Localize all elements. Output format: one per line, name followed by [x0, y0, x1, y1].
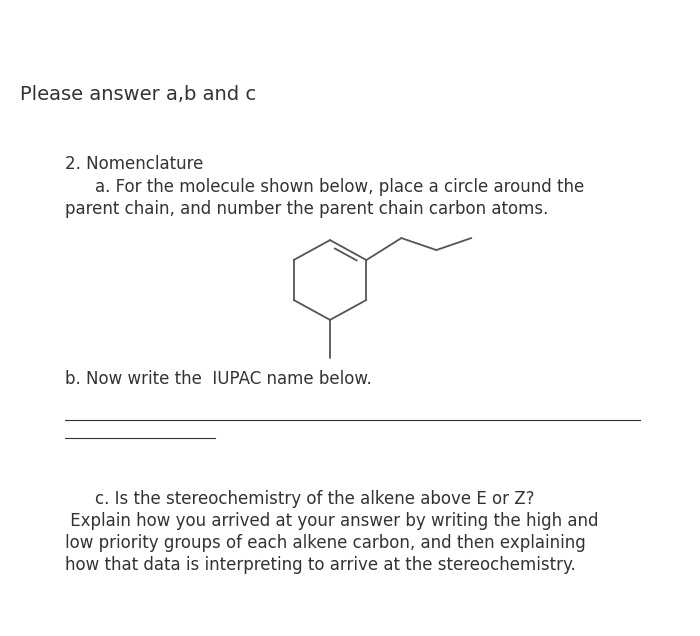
- Text: parent chain, and number the parent chain carbon atoms.: parent chain, and number the parent chai…: [65, 200, 548, 218]
- Text: low priority groups of each alkene carbon, and then explaining: low priority groups of each alkene carbo…: [65, 534, 586, 552]
- Text: c. Is the stereochemistry of the alkene above E or Z?: c. Is the stereochemistry of the alkene …: [95, 490, 535, 508]
- Text: how that data is interpreting to arrive at the stereochemistry.: how that data is interpreting to arrive …: [65, 556, 575, 574]
- Text: 2. Nomenclature: 2. Nomenclature: [65, 155, 204, 173]
- Text: a. For the molecule shown below, place a circle around the: a. For the molecule shown below, place a…: [95, 178, 584, 196]
- Text: b. Now write the  IUPAC name below.: b. Now write the IUPAC name below.: [65, 370, 372, 388]
- Text: Please answer a,b and c: Please answer a,b and c: [20, 85, 256, 104]
- Text: Explain how you arrived at your answer by writing the high and: Explain how you arrived at your answer b…: [65, 512, 598, 530]
